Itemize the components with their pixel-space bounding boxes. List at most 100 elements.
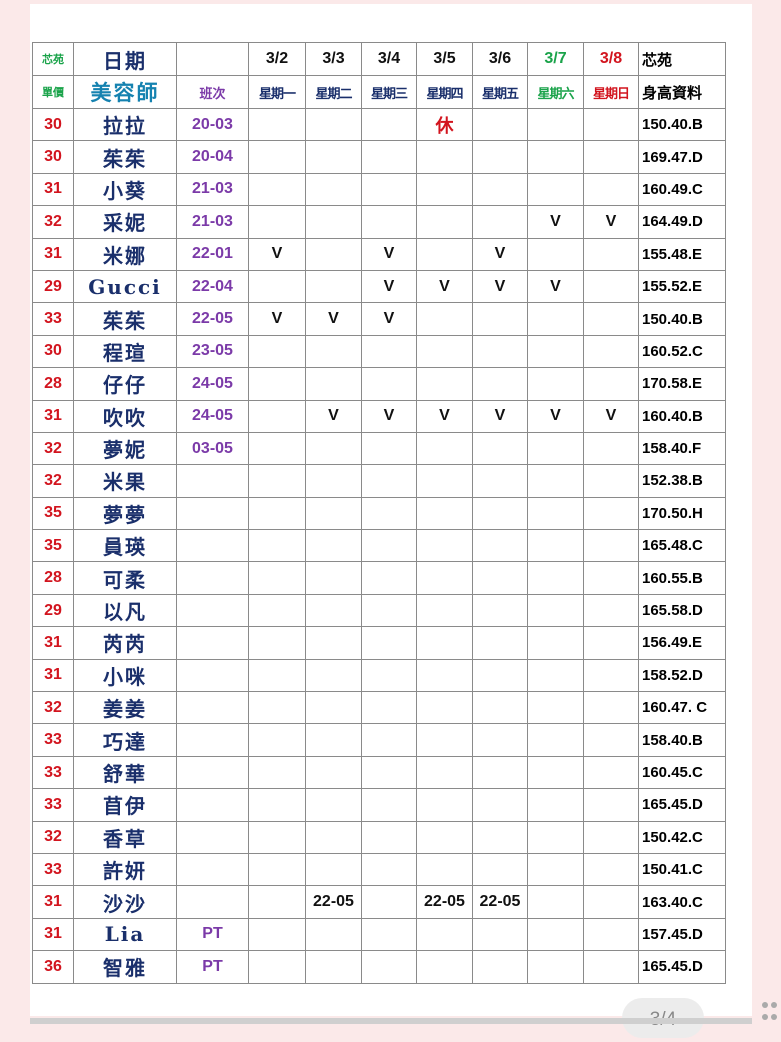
- stylist-name-cell: 程瑄: [73, 334, 177, 369]
- stylist-name-cell: 沙沙: [73, 885, 177, 919]
- day-cell: V: [248, 302, 306, 336]
- stylist-name-cell: 吹吹: [73, 399, 177, 433]
- day-cell: [527, 561, 584, 595]
- price-cell: 33: [32, 788, 74, 822]
- height-info-cell: 164.49.D: [638, 205, 726, 239]
- price-cell: 35: [32, 496, 74, 531]
- day-cell: [361, 593, 417, 628]
- day-cell: [472, 593, 528, 628]
- day-cell: [416, 561, 473, 595]
- day-cell: [248, 723, 306, 757]
- day-cell: [305, 852, 362, 887]
- shift-cell: 21-03: [176, 172, 249, 207]
- weekday-header: 星期日: [583, 75, 639, 109]
- day-cell: [248, 852, 306, 887]
- day-cell: [583, 464, 639, 498]
- grid-dots-icon[interactable]: [762, 1002, 778, 1022]
- day-cell: [583, 237, 639, 271]
- day-cell: [527, 917, 584, 952]
- scrollbar[interactable]: [30, 1018, 752, 1024]
- table-row: 32 姜姜 160.47. C: [32, 691, 726, 725]
- price-cell: 29: [32, 269, 74, 304]
- table-row: 30 茱茱 20-04 169.47.D: [32, 140, 726, 174]
- day-cell: [472, 950, 528, 984]
- weekday-header: 星期一: [248, 75, 306, 109]
- day-cell: [305, 593, 362, 628]
- day-cell: V: [361, 269, 417, 304]
- day-cell: [305, 950, 362, 984]
- shift-cell: [176, 593, 249, 628]
- date-header: 3/3: [305, 42, 362, 76]
- day-cell: [305, 529, 362, 563]
- price-cell: 31: [32, 917, 74, 952]
- day-cell: [527, 334, 584, 369]
- height-info-cell: 160.55.B: [638, 561, 726, 595]
- day-cell: [472, 820, 528, 854]
- day-cell: V: [361, 302, 417, 336]
- day-cell: [527, 302, 584, 336]
- day-cell: [583, 723, 639, 757]
- day-cell: [305, 561, 362, 595]
- shift-cell: PT: [176, 950, 249, 984]
- day-cell: [248, 691, 306, 725]
- day-cell: [583, 269, 639, 304]
- day-cell: [527, 140, 584, 174]
- day-cell: [583, 529, 639, 563]
- day-cell: [583, 302, 639, 336]
- height-info-cell: 158.40.B: [638, 723, 726, 757]
- price-cell: 31: [32, 626, 74, 660]
- day-cell: [361, 691, 417, 725]
- day-cell: [583, 107, 639, 142]
- day-cell: [361, 529, 417, 563]
- day-cell: [527, 950, 584, 984]
- price-cell: 29: [32, 593, 74, 628]
- height-info-cell: 158.40.F: [638, 431, 726, 466]
- shift-cell: 03-05: [176, 431, 249, 466]
- day-cell: [527, 496, 584, 531]
- shift-cell: 22-05: [176, 302, 249, 336]
- day-cell: [583, 885, 639, 919]
- height-info-cell: 150.42.C: [638, 820, 726, 854]
- header-row-dates: 芯苑 日期 3/2 3/3 3/4 3/5 3/6 3/7 3/8 芯苑: [32, 42, 726, 76]
- day-cell: [416, 820, 473, 854]
- shift-cell: [176, 658, 249, 693]
- table-row: 28 可柔 160.55.B: [32, 561, 726, 595]
- empty-cell: [176, 42, 249, 76]
- day-cell: [305, 626, 362, 660]
- table-row: 31 吹吹 24-05 V V V V V V 160.40.B: [32, 399, 726, 433]
- height-info-cell: 150.40.B: [638, 107, 726, 142]
- day-cell: [472, 367, 528, 401]
- day-cell: [472, 658, 528, 693]
- shift-cell: [176, 496, 249, 531]
- date-header: 3/7: [527, 42, 584, 76]
- price-cell: 32: [32, 464, 74, 498]
- shift-cell: 20-04: [176, 140, 249, 174]
- day-cell: [361, 885, 417, 919]
- shift-cell: 24-05: [176, 399, 249, 433]
- day-cell: [527, 367, 584, 401]
- height-info-cell: 160.49.C: [638, 172, 726, 207]
- day-cell: [361, 205, 417, 239]
- day-cell: [305, 464, 362, 498]
- shift-cell: 20-03: [176, 107, 249, 142]
- day-cell: V: [527, 269, 584, 304]
- table-row: 29 Gucci 22-04 V V V V 155.52.E: [32, 269, 726, 304]
- day-cell: [472, 302, 528, 336]
- day-cell: [416, 302, 473, 336]
- height-info-cell: 163.40.C: [638, 885, 726, 919]
- day-cell: [527, 237, 584, 271]
- day-cell: [305, 107, 362, 142]
- stylist-name-cell: 芮芮: [73, 626, 177, 660]
- height-info-cell: 160.47. C: [638, 691, 726, 725]
- table-row: 31 小葵 21-03 160.49.C: [32, 172, 726, 207]
- day-cell: [305, 788, 362, 822]
- stylist-name-cell: 以凡: [73, 593, 177, 628]
- day-cell: [527, 852, 584, 887]
- day-cell: [361, 367, 417, 401]
- day-cell: [416, 593, 473, 628]
- price-cell: 32: [32, 691, 74, 725]
- day-cell: [416, 529, 473, 563]
- height-info-cell: 150.41.C: [638, 852, 726, 887]
- table-row: 31 沙沙 22-05 22-05 22-05 163.40.C: [32, 885, 726, 919]
- stylist-name-cell: 舒華: [73, 755, 177, 790]
